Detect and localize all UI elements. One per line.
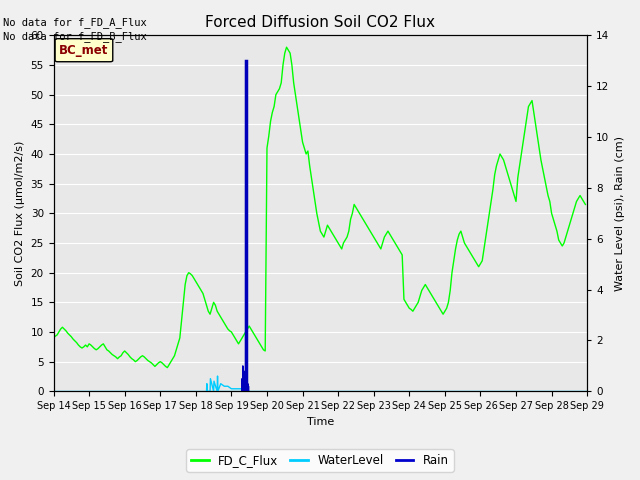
FD_C_Flux <box>283 44 291 50</box>
Line: FD_C_Flux: FD_C_Flux <box>54 47 586 368</box>
FD_C_Flux <box>582 202 589 207</box>
Text: BC_met: BC_met <box>60 44 109 57</box>
FD_C_Flux <box>164 365 172 371</box>
Legend: FD_C_Flux, WaterLevel, Rain: FD_C_Flux, WaterLevel, Rain <box>186 449 454 472</box>
FD_C_Flux <box>370 234 378 240</box>
FD_C_Flux <box>502 163 509 169</box>
FD_C_Flux <box>379 240 387 246</box>
FD_C_Flux <box>51 333 59 339</box>
FancyBboxPatch shape <box>55 39 113 62</box>
Title: Forced Diffusion Soil CO2 Flux: Forced Diffusion Soil CO2 Flux <box>205 15 435 30</box>
Text: No data for f_FD_B_Flux: No data for f_FD_B_Flux <box>3 31 147 42</box>
FD_C_Flux <box>535 145 543 151</box>
Text: No data for f_FD_A_Flux: No data for f_FD_A_Flux <box>3 17 147 28</box>
Y-axis label: Water Level (psi), Rain (cm): Water Level (psi), Rain (cm) <box>615 136 625 291</box>
FD_C_Flux <box>368 231 376 237</box>
X-axis label: Time: Time <box>307 417 334 427</box>
FD_C_Flux <box>50 335 58 341</box>
Y-axis label: Soil CO2 Flux (μmol/m2/s): Soil CO2 Flux (μmol/m2/s) <box>15 141 25 286</box>
